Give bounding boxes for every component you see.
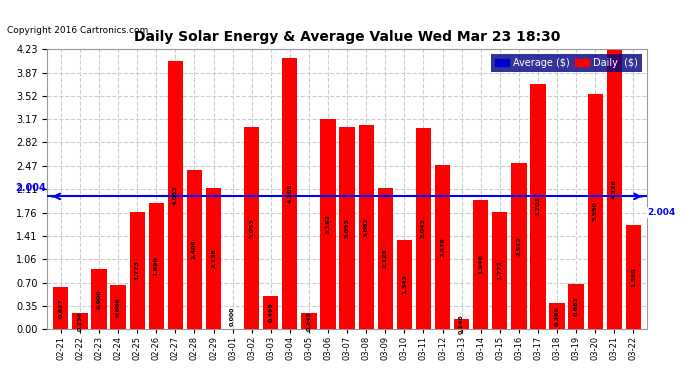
Text: 2.512: 2.512 (516, 236, 522, 256)
Bar (549, 303, 564, 329)
Text: 4.105: 4.105 (287, 183, 293, 203)
Text: 3.703: 3.703 (535, 196, 540, 216)
Text: 0.236: 0.236 (77, 311, 82, 331)
Bar (206, 188, 221, 329)
Bar (377, 188, 393, 329)
Text: 3.550: 3.550 (593, 202, 598, 221)
Text: 1.899: 1.899 (154, 256, 159, 276)
Bar (492, 212, 507, 329)
Text: 2.004: 2.004 (14, 183, 46, 193)
Bar (397, 240, 412, 329)
Text: 0.245: 0.245 (306, 311, 311, 331)
Bar (588, 94, 603, 329)
Text: 0.495: 0.495 (268, 303, 273, 322)
Bar (282, 58, 297, 329)
Bar (473, 200, 489, 329)
Bar (148, 203, 164, 329)
Bar (187, 170, 202, 329)
Text: 0.682: 0.682 (573, 296, 579, 316)
Text: 0.000: 0.000 (230, 306, 235, 326)
Text: 1.772: 1.772 (497, 260, 502, 280)
Bar (72, 313, 88, 329)
Text: 0.146: 0.146 (459, 314, 464, 334)
Text: 3.053: 3.053 (249, 218, 254, 238)
Legend: Average ($), Daily  ($): Average ($), Daily ($) (491, 54, 642, 72)
Bar (454, 319, 469, 329)
Bar (626, 225, 641, 329)
Text: 3.043: 3.043 (421, 218, 426, 238)
Bar (569, 284, 584, 329)
Bar (320, 118, 335, 329)
Bar (110, 285, 126, 329)
Text: 2.004: 2.004 (647, 208, 675, 217)
Text: 3.182: 3.182 (326, 214, 331, 234)
Text: 1.565: 1.565 (631, 267, 636, 287)
Bar (339, 127, 355, 329)
Bar (531, 84, 546, 329)
Text: 1.342: 1.342 (402, 274, 407, 294)
Text: 0.627: 0.627 (59, 298, 63, 318)
Bar (359, 125, 374, 329)
Text: 0.900: 0.900 (97, 290, 101, 309)
Bar (416, 128, 431, 329)
Bar (607, 50, 622, 329)
Bar (91, 269, 107, 329)
Text: 1.773: 1.773 (135, 260, 139, 280)
Text: 0.389: 0.389 (555, 306, 560, 326)
Text: Copyright 2016 Cartronics.com: Copyright 2016 Cartronics.com (7, 26, 148, 35)
Text: 3.053: 3.053 (344, 218, 350, 238)
Text: 2.406: 2.406 (192, 240, 197, 259)
Text: 1.946: 1.946 (478, 255, 483, 274)
Title: Daily Solar Energy & Average Value Wed Mar 23 18:30: Daily Solar Energy & Average Value Wed M… (134, 30, 560, 44)
Text: 2.478: 2.478 (440, 237, 445, 257)
Text: 2.128: 2.128 (383, 249, 388, 268)
Bar (302, 313, 317, 329)
Bar (53, 287, 68, 329)
Text: 0.666: 0.666 (115, 297, 121, 316)
Bar (130, 211, 145, 329)
Text: 3.082: 3.082 (364, 217, 368, 237)
Bar (263, 296, 278, 329)
Bar (244, 127, 259, 329)
Text: 4.226: 4.226 (612, 179, 617, 199)
Text: 4.053: 4.053 (172, 185, 178, 205)
Bar (511, 163, 526, 329)
Bar (168, 61, 183, 329)
Text: 2.138: 2.138 (211, 248, 216, 268)
Bar (435, 165, 450, 329)
